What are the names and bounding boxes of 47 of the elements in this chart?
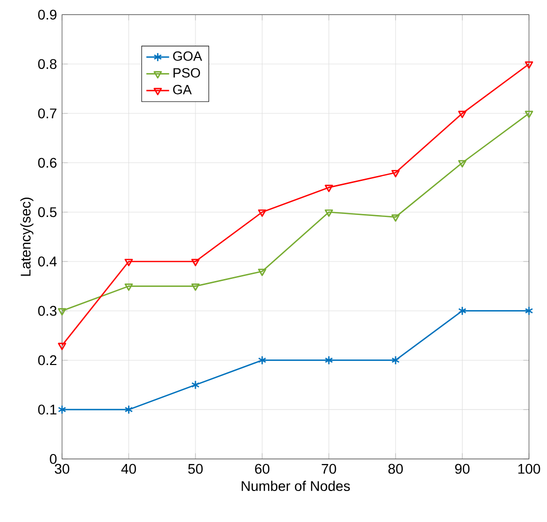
point: [324, 184, 333, 192]
point: [391, 170, 400, 178]
x-tick-label: 40: [121, 464, 136, 474]
y-tick-label: 0.4: [38, 256, 57, 267]
y-tick-label: 0.9: [38, 10, 56, 20]
point: [524, 62, 534, 69]
x-tick-label: 50: [188, 464, 203, 474]
point: [124, 284, 133, 292]
x-tick-label: 80: [388, 464, 403, 474]
x-tick-label: 100: [518, 464, 540, 474]
x-tick-label: 70: [322, 464, 336, 474]
point: [58, 405, 66, 414]
point: [324, 210, 333, 217]
point: [191, 284, 200, 292]
point: [258, 210, 266, 217]
y-tick-label: 0.7: [38, 108, 56, 119]
legend-label: PSO: [174, 68, 200, 78]
y-tick-label: 0.3: [38, 306, 56, 316]
point: [258, 268, 266, 276]
y-tick-label: 0.8: [38, 59, 56, 70]
point: [524, 306, 534, 316]
point: [191, 380, 200, 390]
point: [458, 110, 466, 118]
x-tick-label: 60: [255, 464, 270, 474]
legend-label: GOA: [173, 52, 202, 61]
point: [391, 356, 400, 366]
point: [124, 405, 133, 414]
y-tick-label: 0.1: [38, 404, 56, 415]
point: [124, 258, 133, 266]
point: [58, 308, 66, 316]
point: [524, 110, 534, 118]
y-tick-label: 0.2: [38, 355, 56, 366]
legend-label: GA: [173, 85, 192, 94]
x-axis-title: Number of Nodes: [242, 480, 350, 492]
point: [458, 306, 466, 316]
x-tick-label: 90: [455, 464, 470, 474]
point: [324, 356, 333, 366]
y-tick-label: 0.5: [38, 207, 57, 218]
y-tick-label: 0: [50, 454, 57, 464]
point: [258, 356, 266, 366]
y-axis-title: Latency(sec): [20, 198, 34, 276]
y-tick-label: 0.6: [38, 158, 56, 168]
x-tick-label: 30: [54, 464, 70, 474]
point: [458, 160, 466, 168]
point: [58, 342, 66, 350]
point: [191, 258, 200, 266]
point: [391, 214, 400, 222]
